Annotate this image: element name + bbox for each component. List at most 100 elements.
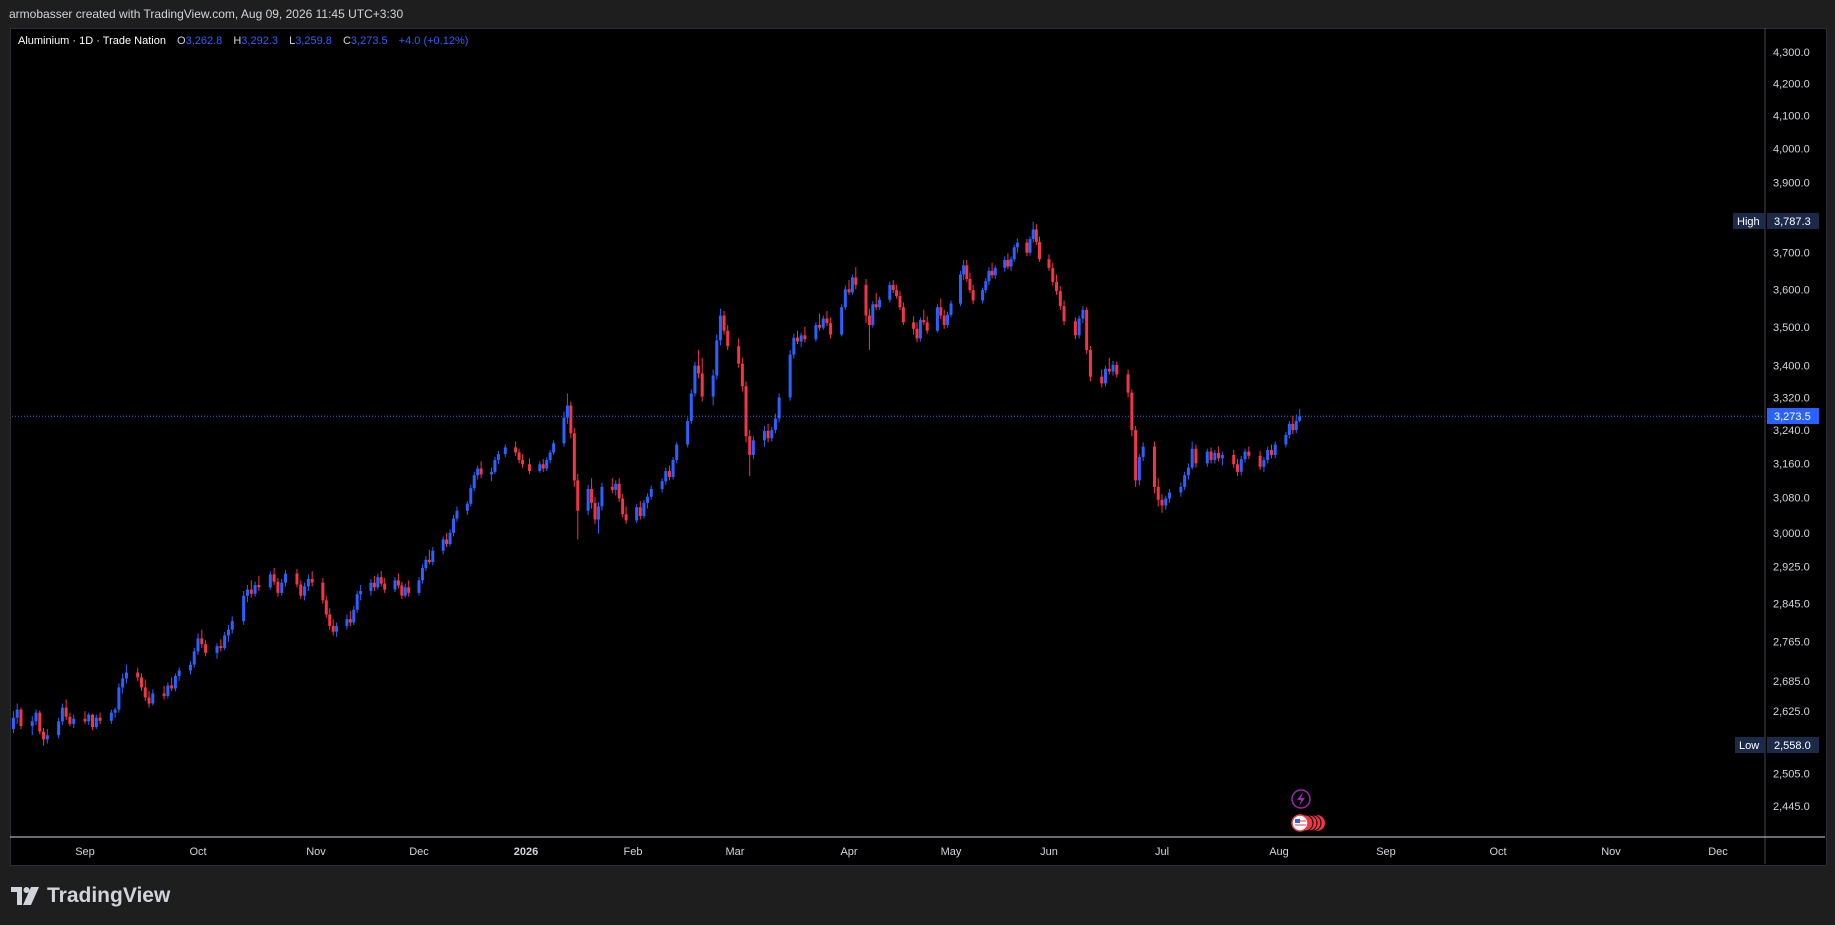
candle xyxy=(891,280,895,294)
price-tick-label: 3,320.0 xyxy=(1773,392,1810,404)
candle xyxy=(1183,471,1187,490)
candle xyxy=(245,584,249,603)
candle xyxy=(30,716,34,736)
candle xyxy=(821,315,825,330)
high-label: H xyxy=(233,35,242,47)
candle xyxy=(878,296,882,310)
candle xyxy=(1130,389,1134,437)
candle xyxy=(527,458,531,475)
candle xyxy=(45,729,49,744)
candle xyxy=(895,284,899,299)
time-tick-label: Nov xyxy=(306,846,326,858)
candle xyxy=(147,690,151,708)
lightning-icon[interactable] xyxy=(1291,789,1311,809)
candle xyxy=(121,673,125,694)
candle xyxy=(1235,459,1239,477)
last-price-badge-value: 3,273.5 xyxy=(1774,411,1811,423)
candle xyxy=(748,430,752,477)
candle xyxy=(1034,224,1038,245)
candle xyxy=(1213,449,1217,464)
open-value: 3,262.8 xyxy=(185,35,223,47)
candle xyxy=(1269,444,1273,459)
candle xyxy=(854,267,858,290)
candle xyxy=(737,338,741,368)
candle xyxy=(465,501,469,516)
price-tick-label: 4,300.0 xyxy=(1773,47,1810,59)
candle xyxy=(1031,221,1035,243)
price-axis[interactable]: 4,300.04,200.04,100.04,000.03,900.03,800… xyxy=(1773,47,1810,813)
time-tick-label: Feb xyxy=(624,846,643,858)
candle xyxy=(276,578,280,597)
candle xyxy=(1012,244,1016,262)
candle xyxy=(1100,369,1104,388)
candle xyxy=(621,494,625,518)
candle xyxy=(675,442,679,464)
candle xyxy=(1141,442,1145,462)
time-tick-label: Sep xyxy=(75,846,95,858)
close-label: C xyxy=(342,35,351,47)
candle xyxy=(984,278,988,294)
high-badge-value: 3,787.3 xyxy=(1774,216,1811,228)
candle xyxy=(1062,300,1066,326)
candle xyxy=(1294,414,1298,434)
open-label: O xyxy=(177,35,186,47)
candle xyxy=(918,317,922,342)
price-tick-label: 3,700.0 xyxy=(1773,248,1810,260)
candle xyxy=(552,440,556,455)
candle xyxy=(1168,489,1172,503)
candle xyxy=(1088,346,1092,382)
candle xyxy=(1194,444,1198,468)
price-tick-label: 3,080.0 xyxy=(1773,493,1810,505)
candle xyxy=(1164,495,1168,510)
candle xyxy=(596,501,600,534)
candle xyxy=(818,313,822,331)
candle xyxy=(562,411,566,447)
candle xyxy=(788,350,792,401)
candle xyxy=(445,532,449,548)
chart-area[interactable] xyxy=(10,28,1827,866)
price-tick-label: 4,200.0 xyxy=(1773,78,1810,90)
candle xyxy=(98,712,102,724)
candle xyxy=(829,317,833,339)
candle xyxy=(335,622,339,637)
time-tick-label: May xyxy=(941,846,962,858)
candle xyxy=(689,389,693,424)
tradingview-logo[interactable]: TradingView xyxy=(11,884,170,908)
candle xyxy=(538,461,542,473)
time-axis[interactable]: Sep Oct Nov Dec 2026 Feb Mar Apr May Jun Jul Aug Sep… xyxy=(75,846,1728,858)
candle xyxy=(1156,478,1160,507)
close-value: 3,273.5 xyxy=(350,35,388,47)
candle xyxy=(64,699,68,720)
candle xyxy=(448,529,452,547)
candle xyxy=(306,574,310,592)
candle xyxy=(268,571,272,590)
candle xyxy=(840,304,844,337)
candle xyxy=(517,448,521,464)
candle xyxy=(981,287,985,304)
candle xyxy=(990,262,994,279)
candle xyxy=(777,393,781,423)
candlestick-chart[interactable]: 4,300.04,200.04,100.04,000.03,900.03,800… xyxy=(0,0,1835,870)
candle xyxy=(1006,253,1010,270)
price-tick-label: 2,505.0 xyxy=(1773,769,1810,781)
candle xyxy=(686,417,690,448)
chart-credit: armobasser created with TradingView.com,… xyxy=(9,7,404,21)
candle xyxy=(946,311,950,328)
candle xyxy=(376,573,380,590)
candle xyxy=(1262,457,1266,472)
us-flag-icon[interactable] xyxy=(1291,814,1325,832)
candle xyxy=(42,728,46,746)
candle xyxy=(348,610,352,626)
candle xyxy=(91,713,95,731)
time-tick-label: Jul xyxy=(1155,846,1169,858)
time-tick-label: Aug xyxy=(1269,846,1289,858)
candle xyxy=(541,459,545,472)
candle xyxy=(843,285,847,310)
time-tick-label: Oct xyxy=(1489,846,1506,858)
candle xyxy=(324,595,328,618)
candle xyxy=(369,578,373,596)
candle xyxy=(565,393,569,424)
candle xyxy=(1085,307,1089,354)
candle xyxy=(345,614,349,630)
candle xyxy=(1047,254,1051,271)
